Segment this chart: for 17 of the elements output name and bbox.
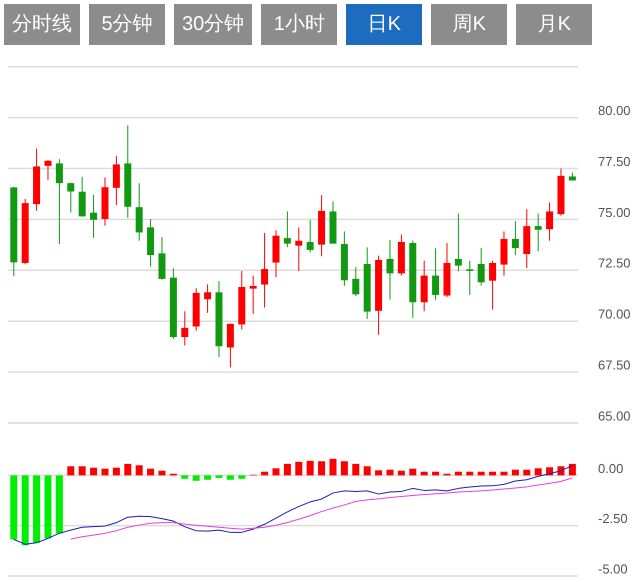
category-label: 5分钟 [89,4,165,45]
y-tick-label: 80.00 [598,103,631,118]
y-tick-label: 70.00 [598,306,631,322]
category-label: 分时线 [4,4,80,45]
category-label: 月K [516,4,592,45]
y-tick-label: 0.00 [598,460,624,476]
category-label: 周K [431,4,508,45]
y-tick-label: -2.50 [598,511,628,526]
y-tick-label: 65.00 [598,408,631,424]
y-tick-label: 75.00 [598,204,631,220]
category-label: 日K [346,4,422,45]
y-tick-label: -5.00 [598,561,628,576]
category-label: 30分钟 [174,4,252,45]
y-tick-label: 72.50 [598,256,631,271]
y-tick-label: 67.50 [598,358,631,373]
y-tick-label: 77.50 [598,154,631,169]
category-label: 1小时 [261,4,338,45]
